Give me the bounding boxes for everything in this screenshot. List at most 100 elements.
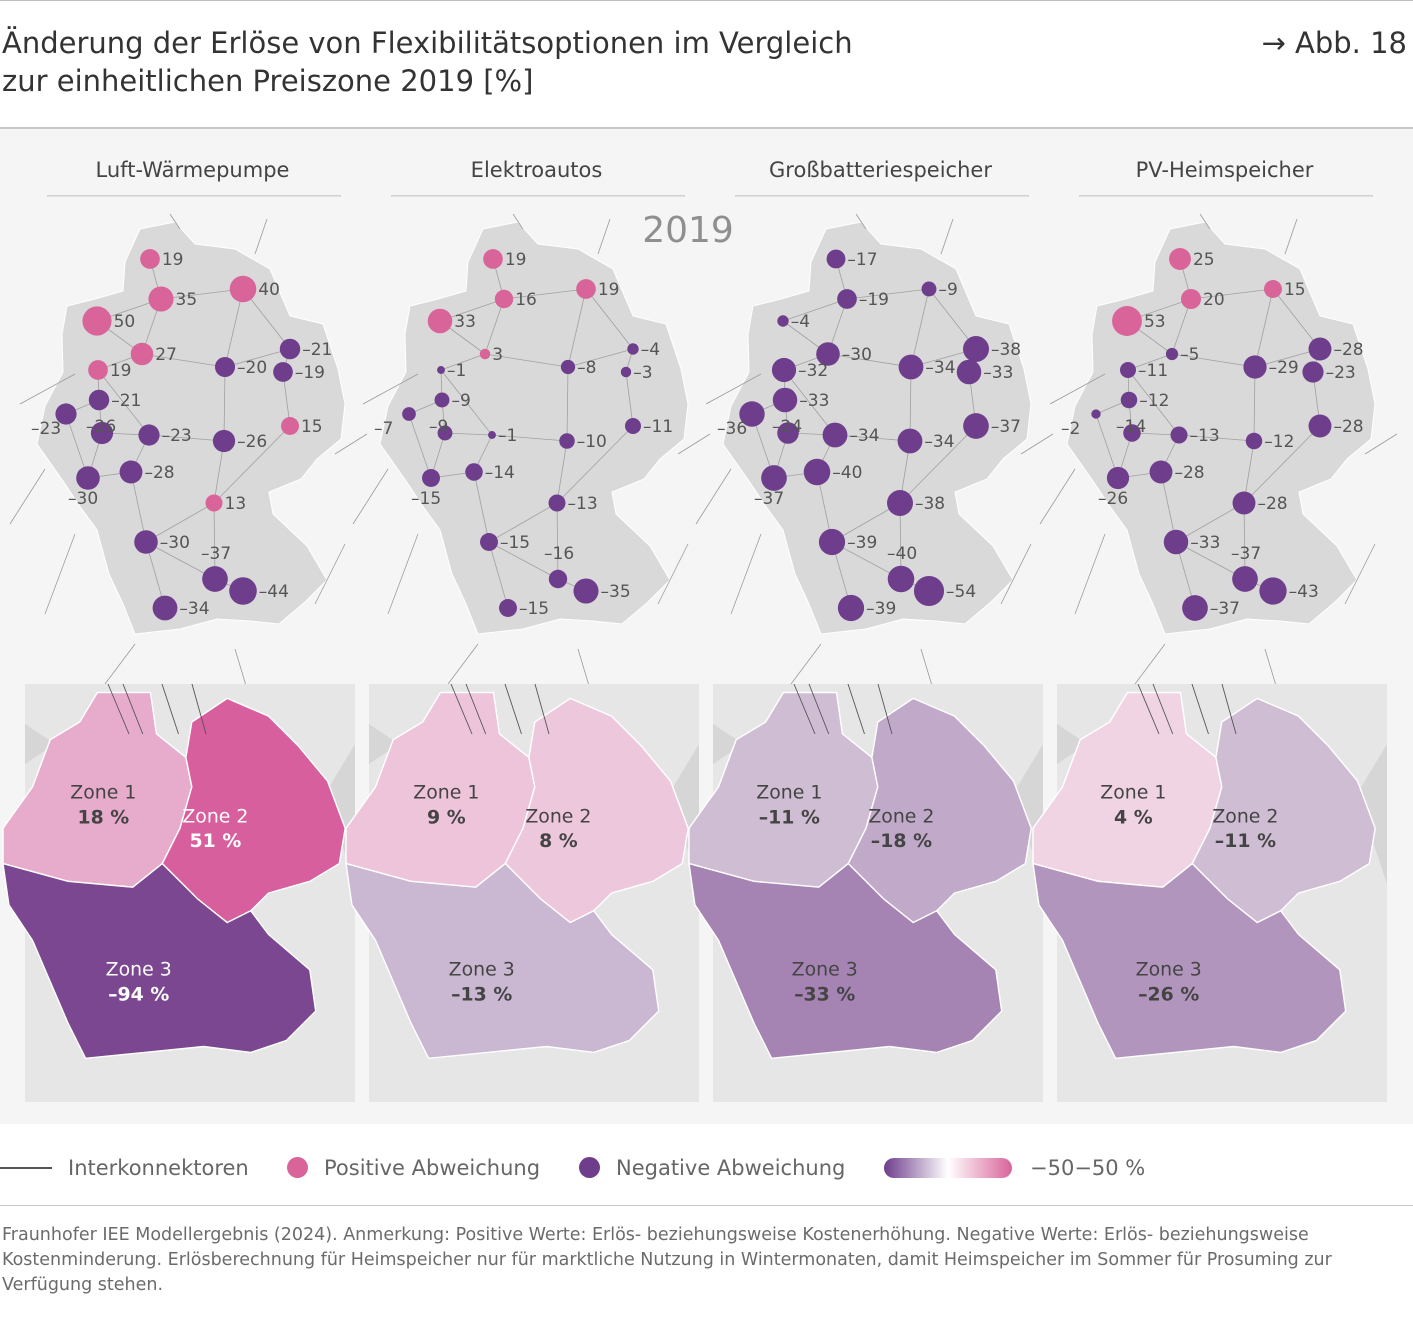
external-interconnector-line (169, 213, 181, 230)
external-interconnector-line (44, 533, 76, 615)
panel-title: Luft-Wärmepumpe (96, 158, 290, 182)
node-bubble (55, 403, 77, 425)
zone-2-area (161, 697, 346, 924)
zone-interconnector-line (1152, 683, 1174, 735)
top-rule (0, 0, 1413, 1)
node-label: –26 (237, 432, 267, 452)
node-bubble (130, 342, 154, 366)
interconnector-line (488, 502, 558, 543)
interconnector-line (440, 353, 486, 371)
node-bubble (76, 466, 100, 490)
external-interconnector-line (9, 468, 46, 525)
interconnector-line (585, 288, 634, 350)
node-label: –28 (144, 463, 174, 483)
title-line-2: zur einheitlichen Preiszone 2019 [%] (2, 64, 534, 98)
node-bubble (488, 431, 496, 439)
node-bubble (1180, 288, 1202, 310)
node-label: –28 (1257, 494, 1287, 514)
node-bubble (214, 356, 236, 378)
external-interconnector-line (1364, 433, 1398, 455)
node-label: –39 (866, 599, 896, 619)
zone-map: Zone 14 % Zone 2 –11 % Zone 3–26 % (1032, 691, 1376, 1060)
node-label: –37 (991, 417, 1021, 437)
zone-interconnector-line (1221, 683, 1237, 735)
node-label: –39 (847, 533, 877, 553)
node-bubble (826, 249, 846, 269)
node-label: 20 (1203, 290, 1225, 310)
zone-name: Zone 1 (70, 782, 136, 804)
zone-3-area (688, 862, 1003, 1060)
zone-name: Zone 3 (792, 959, 858, 981)
node-label: –37 (201, 544, 231, 564)
node-bubble (1120, 391, 1138, 409)
external-interconnector-line (790, 643, 822, 685)
zone-name: Zone 2 (1212, 805, 1278, 827)
node-bubble (1182, 595, 1208, 621)
node-bubble (1091, 409, 1101, 419)
map-panel-3: Großbatteriespeicher –17 –19 –9 –4 –30 –32 –38 –… (688, 158, 1054, 1102)
zone-2-area (847, 697, 1032, 924)
node-bubble (761, 465, 787, 491)
node-label: –5 (1180, 345, 1199, 365)
node-bubble (1163, 529, 1189, 555)
zone-interconnector-line (534, 683, 550, 735)
external-interconnector-line (730, 533, 762, 615)
year-label: 2019 (642, 210, 734, 251)
node-label: 3 (492, 345, 503, 365)
germany-shape (722, 221, 1032, 635)
zone-interconnector-line (107, 683, 130, 735)
node-label: –40 (887, 544, 917, 564)
interconnector-line (148, 434, 225, 442)
zone-name: Zone 2 (525, 805, 591, 827)
node-bubble (573, 578, 599, 604)
node-bubble (576, 279, 596, 299)
node-bubble (837, 594, 865, 622)
node-label: –16 (544, 544, 574, 564)
node-label: –33 (983, 363, 1013, 383)
interconnector-line (1253, 366, 1256, 442)
node-bubble (437, 366, 445, 374)
node-bubble (479, 348, 491, 360)
node-bubble (88, 360, 108, 380)
interconnector-line (1243, 425, 1321, 504)
node-label: –14 (1116, 417, 1146, 437)
interconnector-line (213, 425, 291, 504)
node-bubble (548, 494, 566, 512)
node-bubble (140, 249, 160, 269)
node-bubble (138, 424, 160, 446)
node-label: –15 (519, 599, 549, 619)
node-label: –29 (1269, 358, 1299, 378)
zone-3-area (345, 862, 660, 1060)
node-label: –11 (1138, 361, 1168, 381)
node-label: –4 (641, 340, 660, 360)
panel-title-rule (47, 195, 341, 197)
node-bubble (90, 421, 114, 445)
neighbor-country (1057, 724, 1087, 764)
interconnector-line (556, 502, 559, 580)
zone-value: –94 % (108, 983, 169, 1005)
interconnector-line (625, 371, 634, 427)
node-bubble (465, 463, 483, 481)
node-bubble (229, 577, 257, 605)
chart-canvas: Luft-Wärmepumpe 19 35 40 50 27 19 –21 –20 –19 –21 –… (2, 158, 1398, 1102)
zone-interconnector-line (1137, 683, 1160, 735)
node-bubble (82, 306, 112, 336)
interconnector-line (408, 413, 432, 479)
node-label: –12 (1139, 391, 1169, 411)
node-bubble (1232, 491, 1256, 515)
node-label: 19 (505, 250, 527, 270)
neighbor-country (369, 724, 399, 764)
node-label: –1 (498, 426, 517, 446)
external-interconnector-line (1039, 468, 1076, 525)
node-label: 50 (114, 312, 136, 332)
node-label: –15 (411, 489, 441, 509)
node-label: –35 (601, 582, 631, 602)
zone-value: 4 % (1114, 806, 1153, 828)
node-label: –15 (500, 533, 530, 553)
node-label: –44 (259, 582, 289, 602)
node-bubble (279, 338, 301, 360)
node-label: 15 (1284, 280, 1306, 300)
node-bubble (494, 289, 514, 309)
germany-shape (36, 221, 346, 635)
map-panel-4: PV-Heimspeicher 25 20 15 53 –5 –11 –28 –29 –23 –12… (1032, 158, 1398, 1102)
